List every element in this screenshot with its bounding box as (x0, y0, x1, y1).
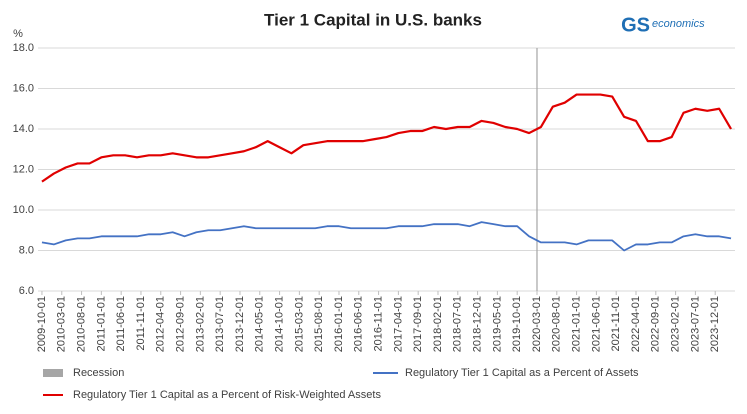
legend-label: Recession (73, 367, 124, 379)
x-tick-label: 2019-05-01 (491, 296, 503, 352)
logo: GS economics (621, 14, 705, 36)
x-tick-label: 2016-01-01 (333, 296, 345, 352)
x-tick-label: 2010-08-01 (75, 296, 87, 352)
x-tick-label: 2016-06-01 (353, 296, 365, 352)
x-tick-label: 2020-08-01 (551, 296, 563, 352)
x-tick-label: 2019-10-01 (511, 296, 523, 352)
x-tick-label: 2014-05-01 (254, 296, 266, 352)
x-tick-label: 2023-12-01 (709, 296, 721, 352)
legend-label: Regulatory Tier 1 Capital as a Percent o… (73, 389, 381, 401)
line-series (41, 93, 732, 183)
logo-mark: GS (621, 14, 650, 36)
x-tick-label: 2013-12-01 (234, 296, 246, 352)
x-tick-label: 2022-04-01 (630, 296, 642, 352)
x-tick-label: 2021-06-01 (590, 296, 602, 352)
x-tick-label: 2012-04-01 (155, 296, 167, 352)
x-tick-label: 2016-11-01 (372, 296, 384, 351)
x-tick-label: 2012-09-01 (174, 296, 186, 352)
x-tick-label: 2017-09-01 (412, 296, 424, 352)
x-tick-label: 2022-09-01 (650, 296, 662, 352)
x-tick-label: 2009-10-01 (36, 296, 48, 352)
y-tick-label: 6.0 (19, 285, 34, 297)
y-axis-unit: % (13, 28, 23, 40)
y-tick-label: 18.0 (13, 42, 34, 54)
legend-label: Regulatory Tier 1 Capital as a Percent o… (405, 367, 639, 379)
y-tick-label: 8.0 (19, 244, 34, 256)
x-tick-label: 2011-06-01 (115, 296, 127, 351)
x-tick-label: 2014-10-01 (273, 296, 285, 352)
line-series (41, 221, 732, 252)
x-tick-label: 2013-07-01 (214, 296, 226, 352)
x-tick-label: 2015-03-01 (293, 296, 305, 352)
x-tick-label: 2018-12-01 (471, 296, 483, 352)
x-tick-label: 2010-03-01 (56, 296, 68, 352)
y-tick-label: 16.0 (13, 82, 34, 94)
y-tick-label: 12.0 (13, 163, 34, 175)
x-tick-label: 2023-02-01 (670, 296, 682, 352)
x-tick-label: 2018-02-01 (432, 296, 444, 352)
x-tick-label: 2011-11-01 (135, 296, 147, 351)
x-tick-label: 2018-07-01 (452, 296, 464, 352)
x-tick-label: 2015-08-01 (313, 296, 325, 352)
x-tick-label: 2011-01-01 (95, 296, 107, 351)
logo-text: economics (652, 18, 705, 30)
x-tick-label: 2017-04-01 (392, 296, 404, 352)
x-tick-label: 2020-03-01 (531, 296, 543, 352)
legend-swatch (43, 369, 63, 377)
x-tick-label: 2013-02-01 (194, 296, 206, 352)
chart-title: Tier 1 Capital in U.S. banks (264, 10, 482, 29)
x-tick-label: 2021-01-01 (570, 296, 582, 352)
y-tick-label: 10.0 (13, 204, 34, 216)
x-tick-label: 2021-11-01 (610, 296, 622, 351)
y-tick-label: 14.0 (13, 123, 34, 135)
x-tick-label: 2023-07-01 (689, 296, 701, 352)
